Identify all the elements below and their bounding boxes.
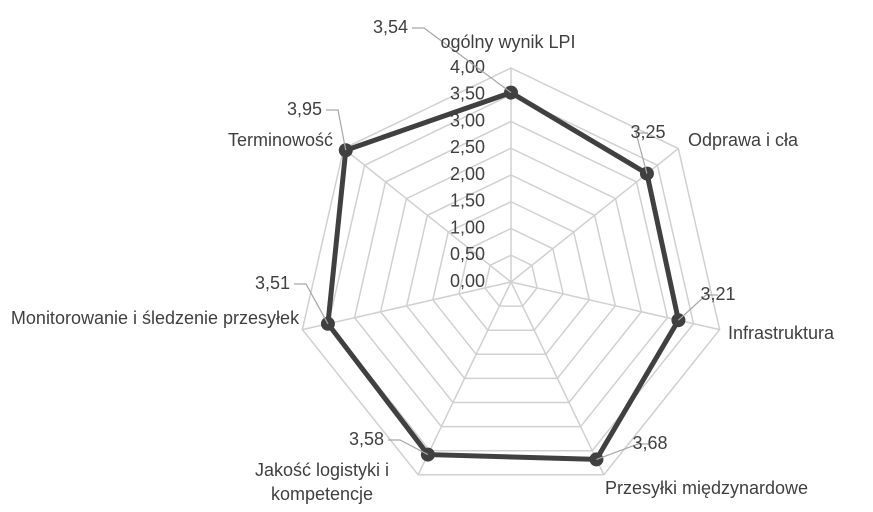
axis-spoke <box>417 281 512 476</box>
tick-label: 2,00 <box>450 164 485 184</box>
leader-line <box>412 27 512 94</box>
tick-label: 1,50 <box>450 191 485 211</box>
data-label: 3,68 <box>632 433 667 453</box>
grid-ring <box>405 174 617 380</box>
data-label: 3,51 <box>255 273 290 293</box>
grid-ring <box>431 200 591 356</box>
tick-label: 2,50 <box>450 137 485 157</box>
grid-ring <box>327 93 695 452</box>
tick-label: 1,00 <box>450 217 485 237</box>
tick-label: 0,50 <box>450 244 485 264</box>
axis-spoke <box>302 281 512 331</box>
leader-line <box>388 439 429 456</box>
axis-spoke <box>343 147 512 283</box>
data-label: 3,25 <box>630 122 665 142</box>
tick-label: 3,50 <box>450 84 485 104</box>
category-label: Infrastruktura <box>728 323 835 343</box>
data-label: 3,54 <box>373 17 408 37</box>
leader-line <box>678 294 718 321</box>
category-label: Przesyłki międzynardowe <box>605 478 809 498</box>
tick-label: 4,00 <box>450 57 485 77</box>
tick-label: 0,00 <box>450 271 485 291</box>
tick-label: 3,00 <box>450 110 485 130</box>
leader-line <box>596 443 650 460</box>
grid-ring <box>379 147 643 404</box>
data-line <box>325 90 681 462</box>
data-label: 3,21 <box>700 284 735 304</box>
leader-line <box>326 109 347 151</box>
axis-spoke <box>510 281 720 331</box>
category-label: Jakość logistyki i kompetencje <box>254 460 390 504</box>
category-label: ogólny wynik LPI <box>440 32 576 52</box>
data-label: 3,58 <box>349 429 384 449</box>
grid-ring <box>353 120 669 428</box>
category-label: Terminowość <box>227 130 333 150</box>
category-label: Monitorowanie i śledzenie przesyłek <box>10 308 300 328</box>
leader-line <box>635 132 648 174</box>
grid-ring <box>458 227 564 331</box>
axis-spoke <box>510 281 605 476</box>
leader-line <box>294 283 329 325</box>
data-label: 3,95 <box>287 99 322 119</box>
grid-ring <box>484 254 538 307</box>
axis-spoke <box>510 147 679 283</box>
grid-ring <box>301 67 721 476</box>
category-label: Odprawa i cła <box>688 130 799 150</box>
